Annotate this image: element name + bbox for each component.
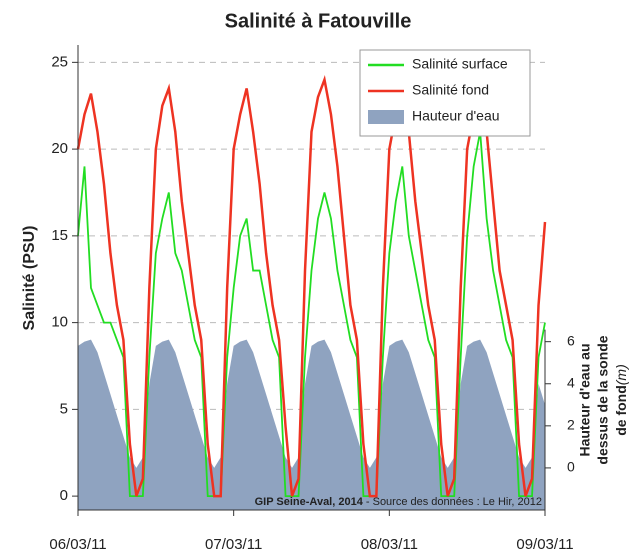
- y-axis-label: Salinité (PSU): [21, 226, 38, 331]
- area: [78, 339, 545, 510]
- y-tick-label: 5: [60, 400, 68, 417]
- legend-label: Salinité surface: [412, 56, 508, 72]
- y2-tick-label: 0: [567, 459, 575, 475]
- y-tick-label: 25: [51, 53, 68, 70]
- y2-label-line: dessus de la sonde: [595, 335, 611, 464]
- x-tick-label: 09/03/11: [516, 536, 573, 553]
- x-tick-label: 08/03/11: [361, 536, 418, 553]
- y-tick-label: 10: [51, 314, 68, 331]
- y2-tick-label: 6: [567, 332, 575, 348]
- y2-label-line: Hauteur d'eau au: [577, 343, 593, 456]
- y2-tick-label: 4: [567, 374, 575, 390]
- chart-title: Salinité à Fatouville: [225, 10, 412, 32]
- y2-label-text: de fond: [613, 385, 629, 436]
- line: [76, 75, 547, 498]
- y2-unit: (m): [613, 364, 629, 385]
- y-tick-label: 20: [51, 140, 68, 157]
- annotation-bold: GIP Seine-Aval, 2014: [255, 496, 364, 508]
- line: [77, 131, 546, 498]
- y2-label-line: de fond(m): [613, 364, 629, 436]
- y-tick-label: 15: [51, 227, 68, 244]
- annotation: GIP Seine-Aval, 2014 - Source des donnée…: [255, 496, 542, 508]
- legend-label: Hauteur d'eau: [412, 108, 500, 124]
- x-tick-label: 07/03/11: [205, 536, 262, 553]
- legend-label: Salinité fond: [412, 82, 489, 98]
- annotation-text: - Source des données : Le Hir, 2012: [363, 496, 542, 508]
- y2-axis-label: Hauteur d'eau au dessus de la sonde de f…: [577, 335, 629, 464]
- y2-tick-label: 2: [567, 417, 575, 433]
- y-tick-label: 0: [60, 487, 68, 504]
- x-tick-label: 06/03/11: [49, 536, 106, 553]
- legend-swatch: [368, 110, 404, 124]
